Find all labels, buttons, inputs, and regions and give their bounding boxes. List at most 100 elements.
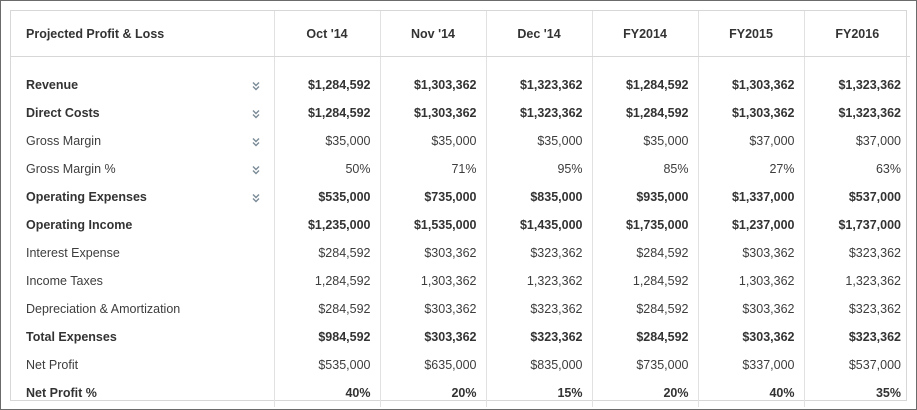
value-cell: $835,000 xyxy=(485,183,592,211)
value-cell: 1,303,362 xyxy=(379,267,486,295)
value-cell: $35,000 xyxy=(273,127,380,155)
value-cell: $35,000 xyxy=(485,127,592,155)
value-cell: $303,362 xyxy=(697,295,804,323)
value-cell: $37,000 xyxy=(803,127,910,155)
row-label: Depreciation & Amortization xyxy=(26,302,181,316)
row-label-cell: Net Profit xyxy=(11,351,274,379)
value-cell: $1,323,362 xyxy=(803,56,910,99)
value-cell: $1,737,000 xyxy=(803,211,910,239)
row-label: Gross Margin xyxy=(26,134,102,148)
value-cell: $1,303,362 xyxy=(379,56,486,99)
double-chevron-down-icon[interactable] xyxy=(252,136,260,147)
value-cell: $735,000 xyxy=(591,351,698,379)
row-label-cell: Operating Expenses xyxy=(11,183,274,211)
table-title: Projected Profit & Loss xyxy=(11,11,274,57)
value-cell: $537,000 xyxy=(803,351,910,379)
row-label-cell: Income Taxes xyxy=(11,267,274,295)
value-cell: $935,000 xyxy=(591,183,698,211)
row-label: Net Profit xyxy=(26,358,79,372)
row-label-cell: Revenue xyxy=(11,57,274,100)
row-label-cell: Net Profit % xyxy=(11,379,274,407)
value-cell: 1,323,362 xyxy=(803,267,910,295)
value-cell: $1,435,000 xyxy=(485,211,592,239)
value-cell: 63% xyxy=(803,155,910,183)
value-cell: 1,284,592 xyxy=(273,267,380,295)
row-label-cell: Interest Expense xyxy=(11,239,274,267)
double-chevron-down-icon[interactable] xyxy=(252,80,260,91)
value-cell: $284,592 xyxy=(273,239,380,267)
double-chevron-down-icon[interactable] xyxy=(252,192,260,203)
value-cell: 20% xyxy=(591,379,698,407)
value-cell: $1,284,592 xyxy=(591,56,698,99)
value-cell: 35% xyxy=(803,379,910,407)
value-cell: $323,362 xyxy=(485,323,592,351)
table-row: Gross Margin % 50% 71% 95% 85% 27% 63% xyxy=(11,155,910,183)
double-chevron-down-icon[interactable] xyxy=(252,164,260,175)
value-cell: $1,323,362 xyxy=(485,99,592,127)
row-label: Operating Income xyxy=(26,218,133,232)
value-cell: $535,000 xyxy=(273,351,380,379)
value-cell: $37,000 xyxy=(697,127,804,155)
table-row: Revenue $1,284,592 $1,303,362 $1,323,362 $1,… xyxy=(11,56,910,100)
value-cell: $1,337,000 xyxy=(697,183,804,211)
value-cell: $323,362 xyxy=(803,323,910,351)
value-cell: 20% xyxy=(379,379,486,407)
column-header: FY2016 xyxy=(803,11,910,57)
value-cell: 1,303,362 xyxy=(697,267,804,295)
value-cell: $323,362 xyxy=(803,239,910,267)
value-cell: $35,000 xyxy=(591,127,698,155)
value-cell: 15% xyxy=(485,379,592,407)
double-chevron-down-icon[interactable] xyxy=(252,108,260,119)
value-cell: $1,303,362 xyxy=(697,56,804,99)
value-cell: $337,000 xyxy=(697,351,804,379)
value-cell: $303,362 xyxy=(379,323,486,351)
value-cell: $1,535,000 xyxy=(379,211,486,239)
value-cell: 1,284,592 xyxy=(591,267,698,295)
row-label: Operating Expenses xyxy=(26,190,147,204)
row-label: Net Profit % xyxy=(26,386,97,400)
value-cell: 50% xyxy=(273,155,380,183)
table-row: Operating Income $1,235,000 $1,535,000 $1,4… xyxy=(11,211,910,239)
table-row: Total Expenses $984,592 $303,362 $323,362 $2… xyxy=(11,323,910,351)
value-cell: $323,362 xyxy=(485,239,592,267)
table-row: Gross Margin $35,000 $35,000 $35,000 $35,000… xyxy=(11,127,910,155)
table-row: Operating Expenses $535,000 $735,000 $835,0… xyxy=(11,183,910,211)
value-cell: $303,362 xyxy=(697,323,804,351)
value-cell: $1,323,362 xyxy=(485,56,592,99)
value-cell: $323,362 xyxy=(485,295,592,323)
row-label-cell: Direct Costs xyxy=(11,99,274,127)
value-cell: 27% xyxy=(697,155,804,183)
table-row: Depreciation & Amortization $284,592 $303,… xyxy=(11,295,910,323)
value-cell: 71% xyxy=(379,155,486,183)
row-label: Interest Expense xyxy=(26,246,120,260)
value-cell: $535,000 xyxy=(273,183,380,211)
row-label: Revenue xyxy=(26,78,79,92)
table-row: Net Profit % 40% 20% 15% 20% 40% 35% xyxy=(11,379,910,407)
row-label: Total Expenses xyxy=(26,330,117,344)
value-cell: $284,592 xyxy=(591,295,698,323)
value-cell: $1,303,362 xyxy=(697,99,804,127)
table-row: Direct Costs $1,284,592 $1,303,362 $1,323,3… xyxy=(11,99,910,127)
column-header: Nov '14 xyxy=(379,11,486,57)
value-cell: 40% xyxy=(273,379,380,407)
value-cell: $537,000 xyxy=(803,183,910,211)
value-cell: 40% xyxy=(697,379,804,407)
value-cell: $284,592 xyxy=(591,323,698,351)
table-row: Interest Expense $284,592 $303,362 $323,362… xyxy=(11,239,910,267)
table-header-row: Projected Profit & Loss Oct '14 Nov '14 … xyxy=(11,11,910,57)
row-label-cell: Total Expenses xyxy=(11,323,274,351)
value-cell: $835,000 xyxy=(485,351,592,379)
column-header: Oct '14 xyxy=(273,11,380,57)
value-cell: 85% xyxy=(591,155,698,183)
value-cell: $303,362 xyxy=(379,295,486,323)
value-cell: $1,303,362 xyxy=(379,99,486,127)
value-cell: $323,362 xyxy=(803,295,910,323)
profit-loss-table: Projected Profit & Loss Oct '14 Nov '14 … xyxy=(11,11,910,407)
row-label: Gross Margin % xyxy=(26,162,116,176)
value-cell: $1,235,000 xyxy=(273,211,380,239)
table-row: Net Profit $535,000 $635,000 $835,000 $735,0… xyxy=(11,351,910,379)
value-cell: $1,284,592 xyxy=(591,99,698,127)
value-cell: 1,323,362 xyxy=(485,267,592,295)
column-header: Dec '14 xyxy=(485,11,592,57)
